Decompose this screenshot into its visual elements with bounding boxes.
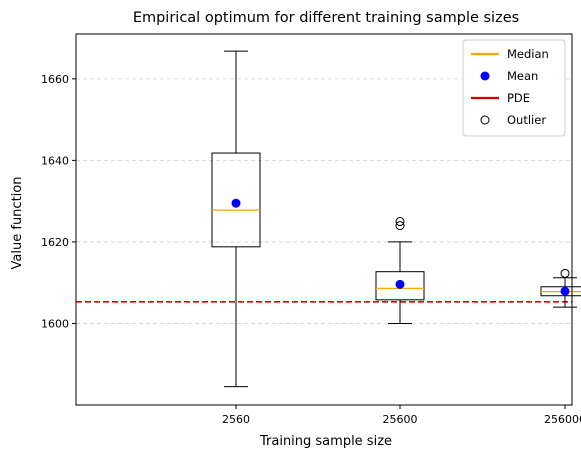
legend-label: Outlier [507,113,546,127]
legend-label: PDE [507,91,530,105]
x-axis-label: Training sample size [259,434,392,449]
legend-label: Median [507,47,549,61]
legend-swatch [480,71,490,81]
x-tick-label: 256000 [544,413,581,426]
legend-box [462,39,566,137]
y-axis-label: Value function [10,177,25,270]
outlier-point [395,221,405,231]
box-2560 [211,50,261,388]
y-tick-label: 1640 [41,154,69,167]
mean-point [560,286,570,296]
box-256000 [540,268,581,308]
mean-point [395,279,405,289]
axis-layer: 1600 1620 1640 1660 2560 25600 256000 [41,33,581,426]
y-tick-label: 1620 [41,236,69,249]
x-tick-label: 25600 [383,413,418,426]
box-body [375,271,425,301]
box-25600 [375,217,425,324]
legend-item-mean: Mean [480,69,538,83]
box-layer [211,50,581,388]
legend-item-outlier: Outlier [480,113,546,127]
legend-swatch [480,115,490,125]
y-tick-label: 1660 [41,73,69,86]
chart-title: Empirical optimum for different training… [133,10,519,26]
outlier-point [395,217,405,227]
y-tick-label: 1600 [41,317,69,330]
box-body [211,152,261,248]
legend-item-median: Median [471,47,549,61]
plot-frame [75,33,573,406]
x-tick-label: 2560 [222,413,250,426]
mean-point [231,198,241,208]
legend-label: Mean [507,69,538,83]
legend: Median Mean PDE Outlier [462,39,566,137]
outlier-point [560,268,570,278]
legend-item-pde: PDE [471,91,530,105]
